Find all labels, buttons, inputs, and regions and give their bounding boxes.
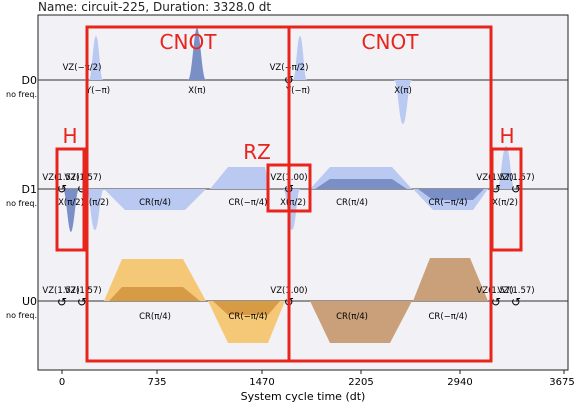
d1-x1-label: X(π/2) [58,198,84,208]
d1-phase-icon-4: ↺ [491,182,501,196]
h-gate-frame-left [55,147,86,252]
cnot-gate-label-1: CNOT [160,30,218,54]
d0-pulse-y2 [293,36,307,80]
channel-freq-d1: no freq. [6,199,37,208]
d1-cr2-label: CR(−π/4) [229,198,268,208]
d0-y2-label: Y(−π) [285,86,310,96]
d0-pulse-x1 [188,28,206,80]
d1-cr1-label: CR(π/4) [139,198,171,208]
x-tick-label-0: 0 [59,377,65,388]
h-gate-label-left: H [62,124,77,148]
u0-pulse-cr3 [310,301,412,343]
channel-label-d0: D0 [22,74,37,87]
x-tick-label-1: 735 [147,377,166,388]
u0-pulse-cr4 [413,258,488,301]
u0-pulse-cr1b [109,287,200,301]
diagram-title: Name: circuit-225, Duration: 3328.0 dt [38,0,272,14]
u0-pulse-cr2b [213,301,280,315]
d1-pulse-cr4b [418,189,484,200]
d0-pulse-y1 [89,36,103,80]
u0-cr2-label: CR(−π/4) [229,312,268,322]
d0-y1-label: Y(−π) [85,86,110,96]
u0-phase-icon-2: ↺ [77,295,87,309]
h-gate-label-right: H [499,124,514,148]
d0-pulse-x2 [394,80,412,124]
d1-vz4-label: VZ(1.57) [476,173,513,183]
u0-vz1-label: VZ(1.57) [42,286,79,296]
x-tick-label-3: 2205 [348,377,373,388]
d1-cr3-label: CR(π/4) [336,198,368,208]
d1-pulse-x2 [86,189,104,230]
d1-pulse-cr3b [315,179,407,189]
d1-pulse-x4 [497,146,515,189]
channel-freq-u0: no freq. [6,311,37,320]
channel-label-u0: U0 [22,295,37,308]
cnot-gate-label-2: CNOT [362,30,420,54]
channel-label-d1: D1 [22,183,37,196]
d1-phase-icon-5: ↺ [511,182,521,196]
d1-phase-icon-1: ↺ [57,182,67,196]
u0-phase-icon-1: ↺ [57,295,67,309]
x-tick-label-2: 1470 [249,377,274,388]
d1-cr4-label: CR(−π/4) [429,198,468,208]
u0-phase-icon-4: ↺ [491,295,501,309]
d1-pulse-cr1 [104,189,206,210]
u0-vz4-label: VZ(1.57) [476,286,513,296]
d0-x2-label: X(π) [394,86,412,96]
u0-cr3-label: CR(π/4) [336,312,368,322]
x-tick-label-4: 2940 [447,377,472,388]
d1-pulse-cr2 [210,167,270,189]
u0-vz2-label: VZ(1.57) [64,286,101,296]
d1-vz5-label: VZ(1.57) [497,173,534,183]
x-tick-label-5: 3675 [549,377,574,388]
d1-vz1-label: VZ(1.57) [42,173,79,183]
d1-x3-label: X(π/2) [280,198,306,208]
rz-gate-label: RZ [243,140,271,164]
d1-x2-label: X(π/2) [83,198,109,208]
d0-x1-label: X(π) [188,86,206,96]
d0-vz1-label: VZ(−π/2) [63,63,102,73]
u0-phase-icon-5: ↺ [511,295,521,309]
x-axis-label: System cycle time (dt) [241,390,366,403]
channel-freq-d0: no freq. [6,90,37,99]
u0-cr4-label: CR(−π/4) [429,312,468,322]
u0-cr1-label: CR(π/4) [139,312,171,322]
h-gate-frame-right [490,147,523,252]
d1-x4-label: X(π/2) [492,198,518,208]
d1-phase-icon-2: ↺ [77,182,87,196]
d1-pulse-x1 [63,189,79,232]
u0-vz5-label: VZ(1.57) [497,286,534,296]
